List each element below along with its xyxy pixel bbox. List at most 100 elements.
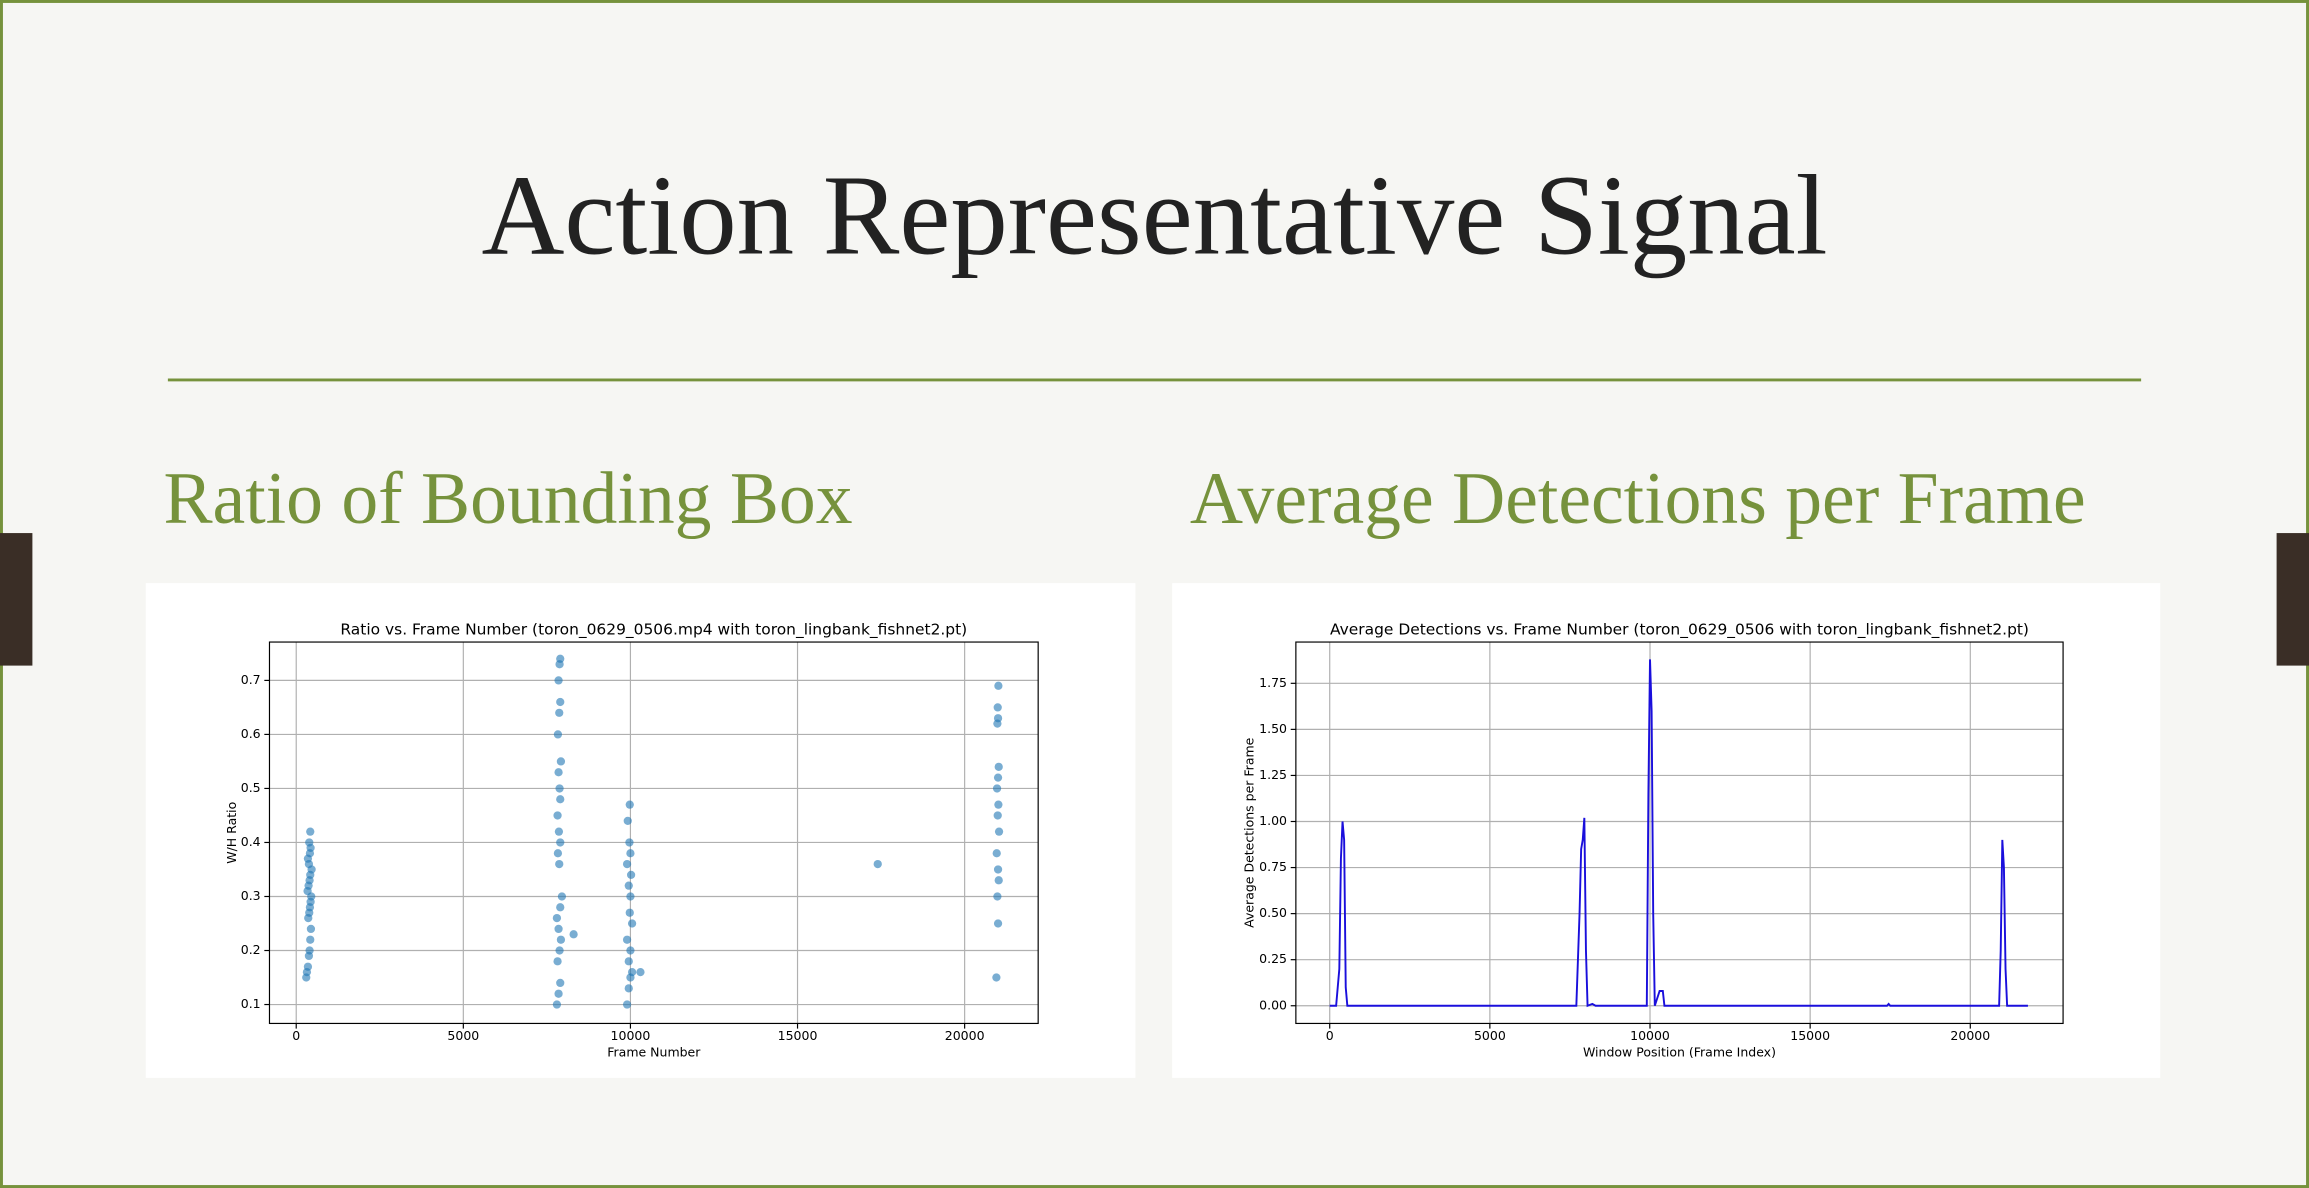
point xyxy=(306,827,315,836)
point xyxy=(555,784,564,793)
point xyxy=(556,935,566,944)
plot-frame xyxy=(1295,641,2064,1025)
x-tick-label: 10000 xyxy=(611,1028,651,1043)
point xyxy=(569,930,578,939)
point xyxy=(553,849,563,858)
x-axis-label: Window Position (Frame Index) xyxy=(1583,1044,1776,1059)
point xyxy=(624,984,633,993)
chart-title: Average Detections vs. Frame Number (tor… xyxy=(1330,621,2029,640)
x-tick-label: 5000 xyxy=(1474,1028,1506,1043)
point xyxy=(306,935,315,944)
y-tick-label: 1.00 xyxy=(1259,813,1287,828)
point xyxy=(553,811,562,820)
tab-left xyxy=(0,533,33,666)
y-tick-label: 0.25 xyxy=(1259,951,1287,966)
point xyxy=(305,946,314,955)
y-tick-label: 0.6 xyxy=(241,726,261,741)
point xyxy=(993,865,1003,874)
point xyxy=(994,827,1004,836)
point xyxy=(305,838,314,847)
point xyxy=(555,708,564,717)
point xyxy=(626,870,636,880)
point xyxy=(556,978,565,988)
point xyxy=(993,703,1002,712)
point xyxy=(993,773,1003,782)
x-tick-label: 20000 xyxy=(945,1028,985,1043)
chart-panel xyxy=(145,583,1136,1078)
point xyxy=(556,903,565,912)
point xyxy=(626,849,635,858)
point xyxy=(554,676,563,685)
y-axis-label: Average Detections per Frame xyxy=(1242,737,1257,928)
point xyxy=(306,924,316,934)
y-tick-label: 1.25 xyxy=(1259,767,1287,782)
point xyxy=(994,876,1003,885)
point xyxy=(554,989,563,998)
x-tick-label: 15000 xyxy=(778,1028,818,1043)
y-tick-label: 0.7 xyxy=(241,672,261,687)
y-tick-label: 0.2 xyxy=(241,942,261,957)
point xyxy=(626,892,635,901)
point xyxy=(994,762,1003,771)
point xyxy=(554,924,563,934)
point xyxy=(636,967,645,977)
point xyxy=(552,913,562,923)
y-tick-label: 0.4 xyxy=(241,834,261,849)
y-tick-label: 1.50 xyxy=(1259,721,1287,736)
y-tick-label: 0.00 xyxy=(1259,997,1287,1012)
point xyxy=(993,892,1002,901)
point xyxy=(625,800,634,809)
point xyxy=(992,849,1001,858)
y-axis-label: W/H Ratio xyxy=(224,802,239,864)
point xyxy=(993,714,1003,723)
point xyxy=(625,838,634,847)
slide-title: Action Representative Signal xyxy=(481,151,1827,278)
point xyxy=(556,757,566,766)
section-heading: Ratio of Bounding Box xyxy=(163,457,852,539)
point xyxy=(992,784,1002,793)
point xyxy=(622,935,632,944)
x-tick-label: 0 xyxy=(1326,1028,1334,1043)
point xyxy=(994,681,1003,690)
plot-frame xyxy=(268,641,1039,1025)
x-tick-label: 20000 xyxy=(1950,1028,1990,1043)
point xyxy=(627,919,637,928)
point xyxy=(555,859,564,869)
x-tick-label: 10000 xyxy=(1630,1028,1670,1043)
point xyxy=(993,919,1003,928)
point xyxy=(554,768,563,777)
point xyxy=(553,957,562,966)
point xyxy=(994,800,1003,809)
point xyxy=(556,654,565,663)
point xyxy=(624,881,633,890)
chart-panel xyxy=(1172,583,2161,1078)
point xyxy=(554,827,564,836)
point xyxy=(624,957,633,966)
point xyxy=(556,697,565,707)
point xyxy=(627,967,637,977)
section-heading: Average Detections per Frame xyxy=(1190,457,2086,539)
point xyxy=(622,859,632,869)
point xyxy=(556,838,565,847)
y-tick-label: 1.75 xyxy=(1259,675,1287,690)
y-tick-label: 0.3 xyxy=(241,888,261,903)
point xyxy=(557,892,567,901)
point xyxy=(873,859,882,869)
point xyxy=(553,730,563,739)
y-tick-label: 0.1 xyxy=(241,996,261,1011)
y-tick-label: 0.5 xyxy=(241,780,261,795)
point xyxy=(623,816,632,825)
x-tick-label: 15000 xyxy=(1790,1028,1830,1043)
x-tick-label: 0 xyxy=(292,1028,300,1043)
line-series xyxy=(1329,659,2028,1008)
tab-right xyxy=(2276,533,2309,666)
chart-title: Ratio vs. Frame Number (toron_0629_0506.… xyxy=(340,621,967,640)
x-axis-label: Frame Number xyxy=(607,1044,701,1059)
point xyxy=(552,1000,562,1009)
point xyxy=(556,795,565,804)
y-tick-label: 0.50 xyxy=(1259,905,1287,920)
point xyxy=(992,973,1001,982)
point xyxy=(622,1000,632,1009)
point xyxy=(625,908,634,917)
